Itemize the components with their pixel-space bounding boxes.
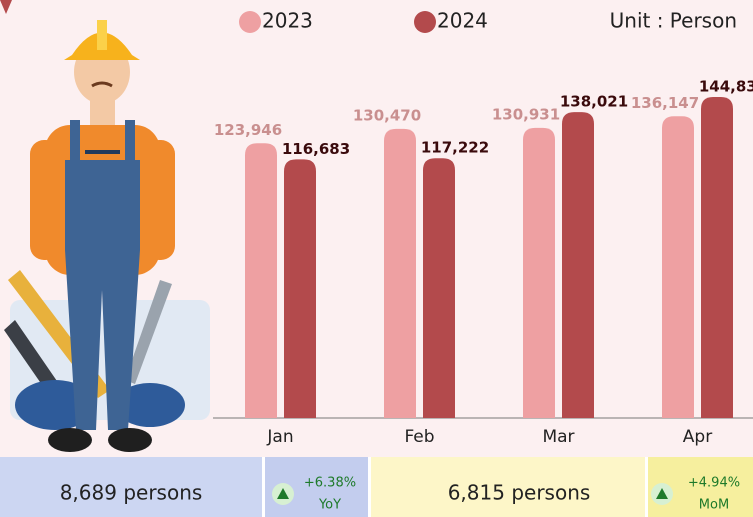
bar	[423, 158, 455, 418]
value-label: 144,836	[699, 78, 753, 96]
mom-change: +4.94%	[688, 476, 740, 491]
bar	[701, 97, 733, 418]
value-label: 130,470	[353, 106, 421, 124]
legend-label: 2023	[262, 9, 313, 33]
bar	[245, 143, 277, 418]
value-label: 123,946	[214, 121, 282, 139]
x-tick-label: Feb	[404, 427, 434, 447]
yoy-total-box	[0, 457, 262, 517]
yoy-change: +6.38%	[304, 476, 356, 491]
x-tick-label: Mar	[542, 427, 574, 447]
corner-marker	[0, 0, 12, 14]
legend-label: 2024	[437, 9, 488, 33]
legend-swatch	[414, 11, 436, 33]
yoy-total: 8,689 persons	[60, 481, 203, 505]
value-label: 116,683	[282, 140, 350, 158]
value-label: 130,931	[492, 105, 560, 123]
bar	[523, 127, 555, 418]
yoy-label: YoY	[318, 498, 341, 513]
mom-total-box	[371, 457, 645, 517]
unit-label: Unit : Person	[610, 9, 737, 33]
bar	[284, 159, 316, 418]
worker-illustration	[4, 20, 210, 452]
x-tick-label: Jan	[266, 427, 293, 447]
bar	[562, 112, 594, 419]
mom-label: MoM	[699, 498, 729, 513]
x-tick-label: Apr	[683, 427, 712, 447]
legend-swatch	[239, 11, 261, 33]
mom-total: 6,815 persons	[448, 481, 591, 505]
up-icon	[277, 488, 289, 499]
legend: 2023 2024	[239, 9, 488, 33]
bar	[662, 116, 694, 418]
bar	[384, 128, 416, 419]
up-icon	[656, 488, 668, 499]
value-label: 138,021	[560, 93, 628, 111]
value-label: 117,222	[421, 139, 489, 157]
value-label: 136,147	[631, 94, 699, 112]
